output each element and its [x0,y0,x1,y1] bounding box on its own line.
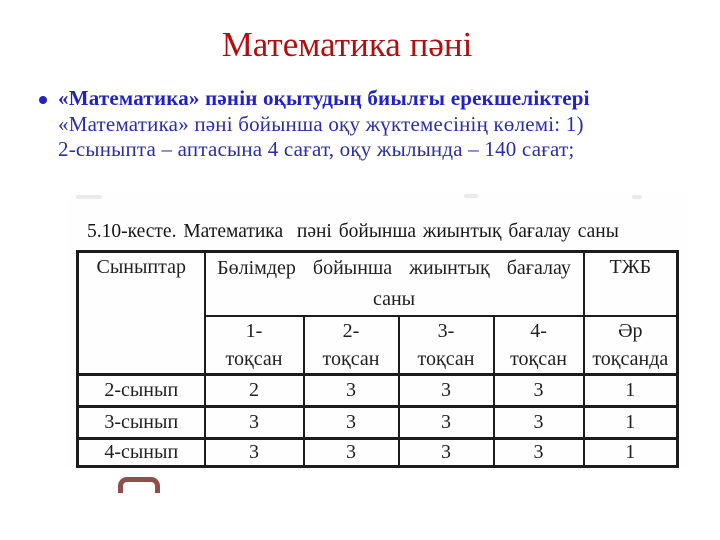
cell-value: 1 [582,373,679,408]
bullet-heading: «Математика» пәнін оқытудың биылғы ерекш… [58,86,590,110]
header-cell-quarter-3: 3- тоқсан [397,315,495,376]
cell-value: 2 [203,373,305,408]
table-header-row-2: 1- тоқсан 2- тоқсан 3- тоқсан 4- тоқсан … [78,315,679,376]
cell-value: 3 [397,437,495,468]
header-cell-group: Бөлімдер бойынша жиынтық бағалау саны [203,250,585,317]
header-cell-quarter-1: 1- тоқсан [203,315,305,376]
slide-title: Математика пәні [221,25,473,64]
table-row: 3-сынып 3 3 3 3 1 [76,405,679,440]
cell-value: 3 [397,405,495,440]
cell-value: 3 [203,405,305,440]
cell-value: 3 [203,437,305,468]
cell-value: 3 [302,405,400,440]
header-cell-tjb: ТЖБ [582,250,679,317]
scan-artifact [632,195,642,199]
bullet-item: «Математика» пәнін оқытудың биылғы ерекш… [36,86,700,163]
cell-value: 1 [582,437,679,468]
cell-value: 3 [492,405,585,440]
row-label: 2-сынып [76,373,206,408]
scan-artifact [76,195,102,199]
cell-value: 3 [397,373,495,408]
bullet-body-line-2: 2-сыныпта – аптасына 4 сағат, оқу жылынд… [58,137,575,161]
bullet-text-block: «Математика» пәнін оқытудың биылғы ерекш… [58,86,700,163]
cell-value: 3 [492,373,585,408]
bullet-icon [39,96,47,104]
table-row: 2-сынып 2 3 3 3 1 [76,373,679,408]
cell-value: 3 [302,373,400,408]
header-cell-quarter-4: 4- тоқсан [492,315,585,376]
header-cell-each-quarter: Әр тоқсанда [582,315,679,376]
cell-value: 3 [492,437,585,468]
header-cell-classes: Сыныптар [76,250,206,376]
summary-assessment-table: Сыныптар Бөлімдер бойынша жиынтық бағала… [76,250,680,468]
row-label: 4-сынып [76,437,206,468]
row-label: 3-сынып [76,405,206,440]
bullet-body-line-1: «Математика» пәні бойынша оқу жүктемесін… [58,111,584,136]
cell-value: 1 [582,405,679,440]
table-row: 4-сынып 3 3 3 3 1 [76,437,679,468]
table-caption: 5.10-кесте. Математика пәні бойынша жиын… [87,221,619,242]
scanned-table-figure: 5.10-кесте. Математика пәні бойынша жиын… [66,193,688,468]
cropped-rounded-shape [118,477,160,493]
header-cell-quarter-2: 2- тоқсан [302,315,400,376]
cell-value: 3 [302,437,400,468]
table-header-row-1: Сыныптар Бөлімдер бойынша жиынтық бағала… [76,250,679,376]
scan-artifact [464,194,478,198]
